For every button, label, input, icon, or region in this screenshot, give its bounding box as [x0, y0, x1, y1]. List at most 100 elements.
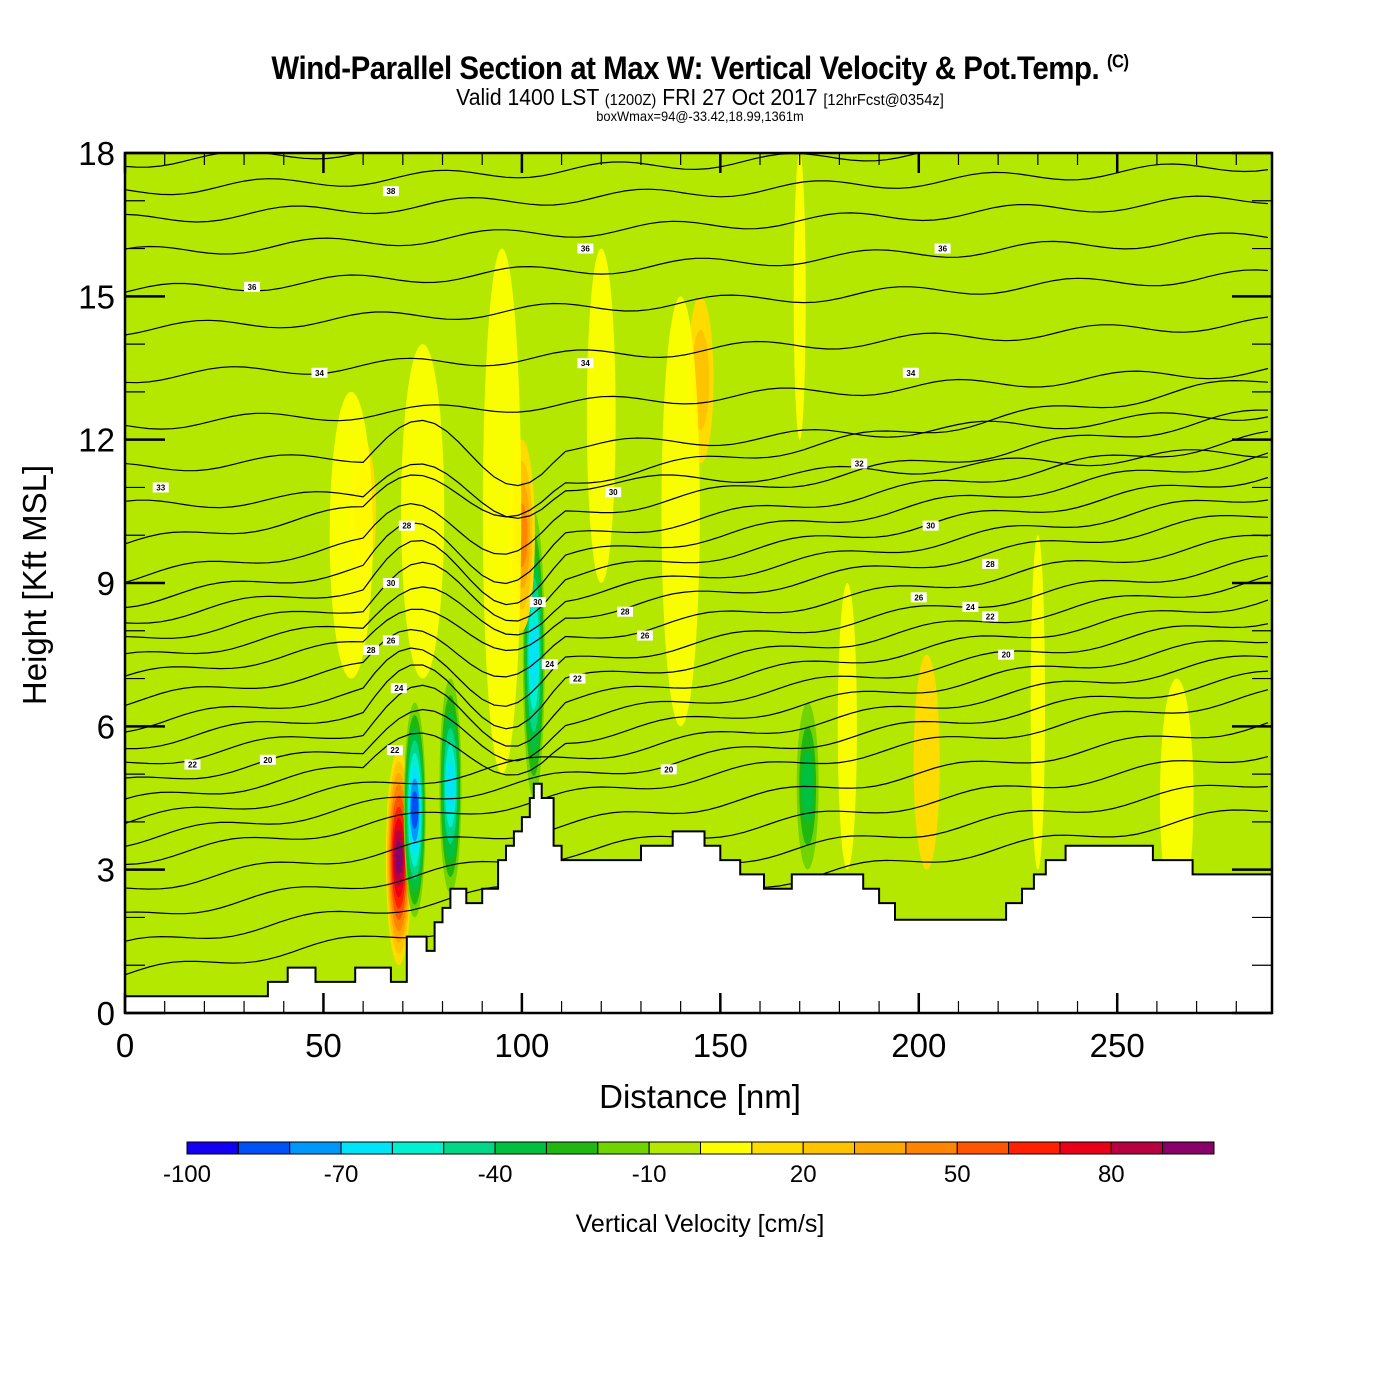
- isentrope-line: [125, 153, 361, 168]
- weak-updraft-zone: [661, 296, 700, 727]
- colorbar-swatch: [751, 1141, 804, 1155]
- weak-updraft-zone: [401, 344, 445, 679]
- isentrope-label: 30: [529, 597, 546, 608]
- x-tick-label: 0: [116, 1027, 134, 1064]
- label-bg: [184, 759, 201, 770]
- isentrope-label-text: 32: [855, 460, 864, 469]
- isentrope-label-text: 20: [1002, 651, 1011, 660]
- colorbar-swatch: [597, 1141, 650, 1155]
- isentrope-label-text: 26: [386, 636, 395, 645]
- isentrope-line: [125, 409, 1268, 584]
- isentrope-label-text: 22: [573, 675, 582, 684]
- y-tick-label: 0: [97, 995, 115, 1032]
- isentrope-line: [125, 449, 1269, 519]
- weak-updraft-zone: [837, 583, 857, 870]
- label-bg: [398, 520, 415, 531]
- valid-date: FRI 27 Oct 2017: [662, 84, 818, 110]
- y-tick-label: 3: [97, 852, 115, 889]
- y-tick-label: 18: [78, 135, 115, 172]
- isentrope-label: 26: [636, 630, 653, 641]
- isentrope-label-text: 30: [609, 488, 618, 497]
- isentrope-label-text: 24: [966, 603, 975, 612]
- isentrope-label-text: 36: [248, 283, 257, 292]
- label-bg: [541, 659, 558, 670]
- label-bg: [910, 592, 927, 603]
- colorbar-tick-label: 50: [944, 1161, 971, 1188]
- y-tick-label: 6: [97, 708, 115, 745]
- isentrope-line: [125, 163, 1269, 223]
- isentrope-label: 26: [382, 635, 399, 646]
- colorbar-tick-label: -40: [478, 1161, 513, 1188]
- colorbar-swatch: [1059, 1141, 1112, 1155]
- label-bg: [605, 487, 622, 498]
- isentrope-label-text: 34: [906, 369, 915, 378]
- label-bg: [982, 558, 999, 569]
- colorbar-swatch: [854, 1141, 907, 1155]
- velocity-contour-fill: [411, 790, 419, 829]
- isentrope-label-text: 30: [926, 522, 935, 531]
- x-tick-label: 250: [1090, 1027, 1145, 1064]
- isentrope-line: [125, 367, 1269, 430]
- label-bg: [382, 186, 399, 197]
- isentrope-label: 20: [259, 754, 276, 765]
- velocity-contour-fill: [395, 840, 403, 875]
- label-bg: [851, 458, 868, 469]
- colorbar-swatch: [1110, 1141, 1164, 1155]
- isentrope-label-text: 28: [367, 646, 376, 655]
- velocity-feature-downdraft-band: [439, 678, 462, 894]
- isentrope-label: 24: [390, 683, 407, 694]
- isentrope-label: 26: [910, 592, 927, 603]
- isentrope-line: [125, 722, 1269, 890]
- isentrope-label-text: 36: [938, 245, 947, 254]
- label-bg: [660, 764, 677, 775]
- label-bg: [922, 520, 939, 531]
- isentrope-line: [125, 195, 1269, 255]
- label-bg: [617, 606, 634, 617]
- x-tick-label: 100: [494, 1027, 549, 1064]
- label-bg: [382, 578, 399, 588]
- isentrope-label-text: 22: [188, 761, 197, 770]
- colorbar: -100 -70 -40 -10 20 50 80: [163, 1141, 1215, 1188]
- isentrope-label: 24: [541, 659, 558, 670]
- isentrope-label-text: 24: [394, 684, 403, 693]
- isentrope-line: [125, 232, 1269, 293]
- y-tick-label: 15: [78, 278, 115, 315]
- weak-updraft-zone: [1159, 678, 1194, 918]
- label-bg: [577, 358, 594, 369]
- velocity-feature-downdraft-core: [403, 702, 426, 918]
- isentrope-line: [125, 575, 1269, 750]
- x-tick-label: 150: [693, 1027, 748, 1064]
- isentrope-label-text: 36: [581, 245, 590, 254]
- label-bg: [259, 754, 276, 765]
- isentrope-line: [125, 534, 1269, 707]
- isentrope-line: [125, 689, 1269, 866]
- weak-updraft-zone: [482, 248, 522, 775]
- isentrope-label-text: 38: [386, 187, 395, 196]
- colorbar-swatch: [648, 1141, 702, 1155]
- chart-title: Wind-Parallel Section at Max W: Vertical…: [56, 50, 1344, 87]
- colorbar-swatch: [545, 1141, 599, 1155]
- isentrope-line: [125, 412, 1269, 487]
- colorbar-tick-label: -100: [163, 1161, 211, 1188]
- label-bg: [998, 649, 1015, 660]
- chart-subtitle: Valid 1400 LST (1200Z) FRI 27 Oct 2017 […: [56, 84, 1344, 111]
- colorbar-tick-label: -10: [632, 1161, 667, 1188]
- label-bg: [636, 630, 653, 641]
- weak-updraft-zone: [1030, 535, 1046, 870]
- isentrope-line: [125, 599, 1269, 765]
- isentrope-line: [125, 670, 1269, 848]
- isentrope-label: 36: [577, 243, 594, 254]
- forecast-info: [12hrFcst@0354z]: [823, 92, 944, 109]
- isentrope-label: 28: [617, 606, 634, 617]
- terrain-mask: [125, 782, 1272, 1013]
- isentrope-label: 34: [902, 367, 919, 378]
- isentrope-label-text: 28: [621, 608, 630, 617]
- colorbar-swatch: [289, 1141, 342, 1155]
- isentrope-line: [125, 269, 1269, 336]
- isentrope-line: [125, 640, 1269, 800]
- isentrope-label: 28: [398, 520, 415, 531]
- colorbar-swatch: [391, 1141, 445, 1155]
- label-bg: [386, 745, 403, 756]
- isentrope-label: 22: [569, 673, 586, 684]
- x-axis: 0 50 100 150 200 250: [116, 153, 1237, 1064]
